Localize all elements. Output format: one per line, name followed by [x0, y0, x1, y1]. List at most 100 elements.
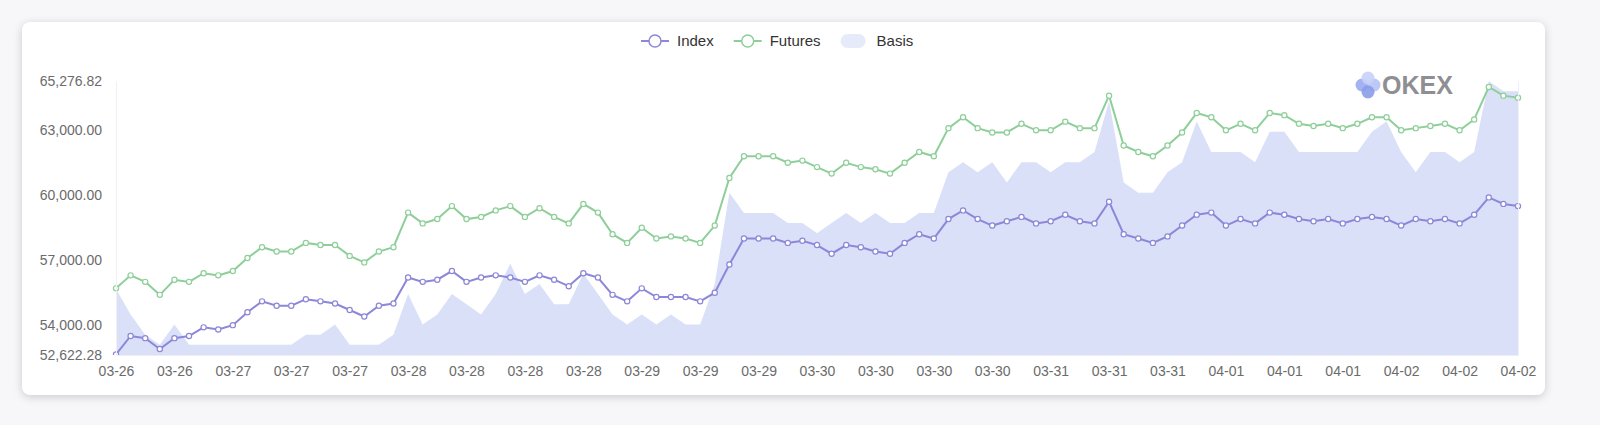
y-tick-label: 54,000.00 — [40, 317, 102, 333]
marker — [464, 279, 469, 284]
x-tick-label: 03-26 — [157, 363, 193, 379]
marker — [1267, 210, 1272, 215]
marker — [975, 216, 980, 221]
y-tick-label: 52,622.28 — [40, 347, 102, 363]
marker — [800, 158, 805, 163]
marker — [376, 303, 381, 308]
marker — [1165, 234, 1170, 239]
marker — [844, 160, 849, 165]
basis-area — [116, 81, 1518, 355]
marker — [1223, 223, 1228, 228]
marker — [1033, 221, 1038, 226]
marker — [946, 216, 951, 221]
marker — [1165, 143, 1170, 148]
marker — [1282, 113, 1287, 118]
marker — [917, 232, 922, 237]
marker — [537, 273, 542, 278]
marker — [157, 346, 162, 351]
marker — [216, 327, 221, 332]
marker — [902, 240, 907, 245]
marker — [814, 165, 819, 170]
x-tick-label: 04-02 — [1442, 363, 1478, 379]
marker — [595, 275, 600, 280]
marker — [698, 240, 703, 245]
marker — [668, 234, 673, 239]
x-tick-label: 03-30 — [916, 363, 952, 379]
legend-symbol — [841, 34, 866, 48]
x-tick-label: 03-30 — [800, 363, 836, 379]
marker — [1121, 143, 1126, 148]
marker — [420, 221, 425, 226]
y-tick-label: 65,276.82 — [40, 73, 102, 89]
marker — [698, 299, 703, 304]
y2-axis — [1518, 82, 1519, 356]
marker — [1209, 115, 1214, 120]
marker — [712, 290, 717, 295]
marker — [245, 310, 250, 315]
marker — [990, 223, 995, 228]
x-tick-label: 03-27 — [274, 363, 310, 379]
x-tick: 04-02 — [1442, 355, 1478, 379]
marker — [1004, 130, 1009, 135]
marker — [332, 301, 337, 306]
y-tick: 52,622.28 — [40, 347, 116, 363]
marker — [245, 255, 250, 260]
x-tick-label: 03-30 — [858, 363, 894, 379]
marker — [274, 249, 279, 254]
marker — [1253, 221, 1258, 226]
marker — [1472, 117, 1477, 122]
y-tick: 65,276.82 — [40, 73, 116, 89]
marker — [785, 240, 790, 245]
marker — [1457, 128, 1462, 133]
marker — [128, 273, 133, 278]
x-tick: 03-26 — [157, 355, 193, 379]
marker — [595, 210, 600, 215]
marker — [858, 245, 863, 250]
marker — [186, 333, 191, 338]
marker — [1150, 240, 1155, 245]
x-tick: 03-30 — [800, 355, 836, 379]
marker — [1092, 221, 1097, 226]
marker — [1238, 216, 1243, 221]
marker — [975, 126, 980, 131]
marker — [143, 336, 148, 341]
marker — [1442, 216, 1447, 221]
legend-item: Futures — [734, 32, 821, 49]
marker — [1048, 219, 1053, 224]
marker — [508, 275, 513, 280]
marker — [946, 126, 951, 131]
marker — [960, 115, 965, 120]
marker — [464, 216, 469, 221]
legend-label: Futures — [770, 32, 821, 49]
x-tick-label: 04-01 — [1325, 363, 1361, 379]
legend-label: Index — [677, 32, 714, 49]
marker — [259, 245, 264, 250]
x-tick-label: 03-28 — [391, 363, 427, 379]
x-tick: 04-01 — [1209, 355, 1245, 379]
marker — [449, 203, 454, 208]
y-tick: 57,000.00 — [40, 252, 116, 268]
marker — [318, 242, 323, 247]
series-line — [116, 87, 1518, 295]
marker — [435, 277, 440, 282]
y-tick-label: 57,000.00 — [40, 252, 102, 268]
marker — [186, 279, 191, 284]
marker — [610, 232, 615, 237]
y-axis-line — [116, 82, 117, 356]
x-tick-label: 03-29 — [741, 363, 777, 379]
marker — [391, 301, 396, 306]
marker — [493, 273, 498, 278]
marker — [960, 208, 965, 213]
marker — [1413, 126, 1418, 131]
legend-item: Index — [641, 32, 714, 49]
marker — [1501, 93, 1506, 98]
marker — [1033, 128, 1038, 133]
marker — [1180, 223, 1185, 228]
y-tick-label: 60,000.00 — [40, 187, 102, 203]
marker — [1428, 123, 1433, 128]
marker — [332, 242, 337, 247]
x-axis-line — [117, 355, 1519, 356]
marker — [1238, 121, 1243, 126]
marker — [741, 154, 746, 159]
marker — [552, 277, 557, 282]
